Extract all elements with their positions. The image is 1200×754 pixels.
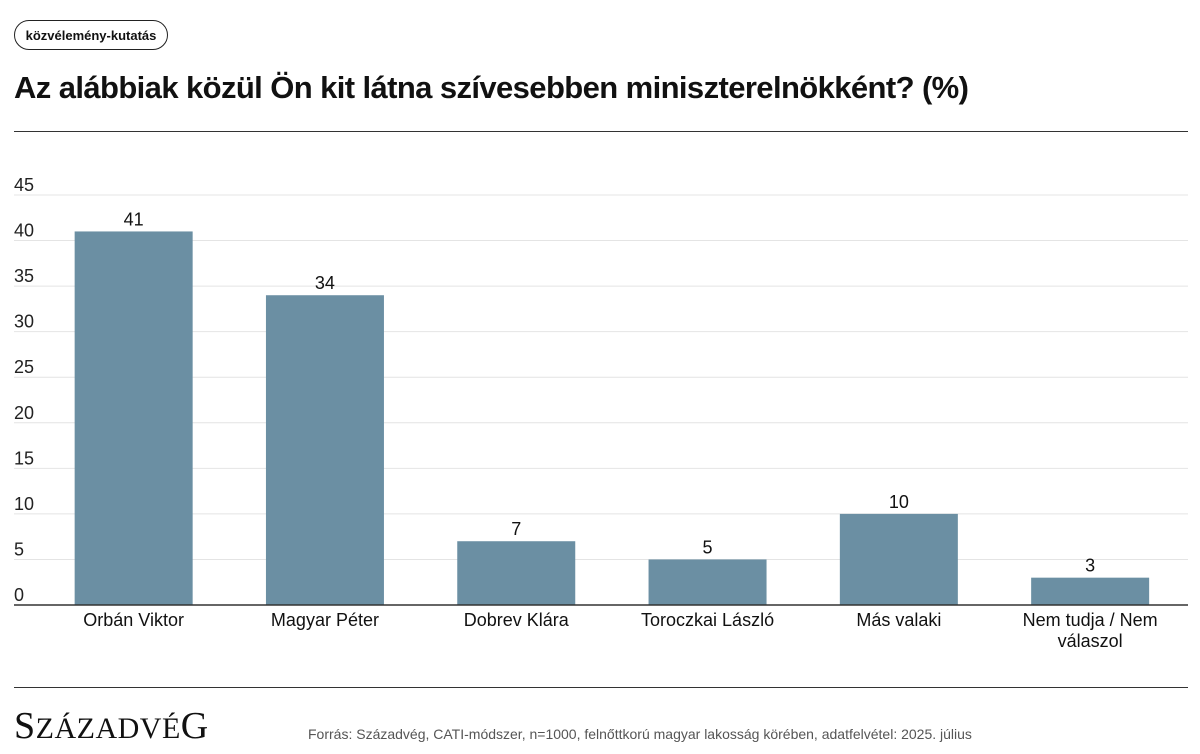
- bottom-divider: [14, 687, 1188, 688]
- x-tick-label: Nem tudja / Nem válaszol: [1023, 610, 1158, 651]
- data-label: 34: [315, 273, 335, 293]
- y-tick-label: 5: [14, 539, 24, 559]
- y-tick-label: 30: [14, 312, 34, 332]
- bar-1: [265, 295, 384, 605]
- data-label: 10: [889, 492, 909, 512]
- y-tick-label: 35: [14, 266, 34, 286]
- szazadveg-logo: SZÁZADVÉG: [14, 705, 209, 747]
- y-tick-label: 15: [14, 448, 34, 468]
- data-label: 41: [124, 209, 144, 229]
- x-axis-categories: Orbán Viktor Magyar Péter Dobrev Klára Toro…: [83, 610, 1157, 651]
- bar-2: [457, 541, 576, 605]
- bar-0: [74, 231, 193, 605]
- bar-3: [648, 559, 767, 605]
- y-tick-label: 0: [14, 585, 24, 605]
- x-tick-label: Toroczkai László: [641, 610, 774, 630]
- y-tick-label: 20: [14, 403, 34, 423]
- gridlines: [14, 194, 1188, 560]
- data-label: 3: [1085, 556, 1095, 576]
- data-label: 7: [511, 519, 521, 539]
- x-tick-label: Magyar Péter: [271, 610, 379, 630]
- bars: [74, 231, 1150, 605]
- data-labels: 41 34 7 5 10 3: [124, 209, 1096, 575]
- y-tick-label: 40: [14, 221, 34, 241]
- y-tick-label: 25: [14, 357, 34, 377]
- chart-title: Az alábbiak közül Ön kit látna szívesebb…: [14, 70, 969, 105]
- x-tick-label: Orbán Viktor: [83, 610, 184, 630]
- top-divider: [14, 131, 1188, 132]
- source-note: Forrás: Századvég, CATI-módszer, n=1000,…: [308, 726, 972, 742]
- x-tick-label: Más valaki: [856, 610, 941, 630]
- y-tick-label: 10: [14, 494, 34, 514]
- bar-chart: 0 5 10 15 20 25 30 35 40 45 41 34 7 5 10 3 Orbán Vikto…: [14, 175, 1188, 651]
- bar-5: [1031, 577, 1150, 605]
- y-axis-ticks: 0 5 10 15 20 25 30 35 40 45: [14, 175, 34, 605]
- x-tick-label: Dobrev Klára: [464, 610, 570, 630]
- bar-4: [839, 513, 958, 605]
- category-tag: közvélemény-kutatás: [14, 20, 168, 50]
- data-label: 5: [703, 537, 713, 557]
- y-tick-label: 45: [14, 175, 34, 195]
